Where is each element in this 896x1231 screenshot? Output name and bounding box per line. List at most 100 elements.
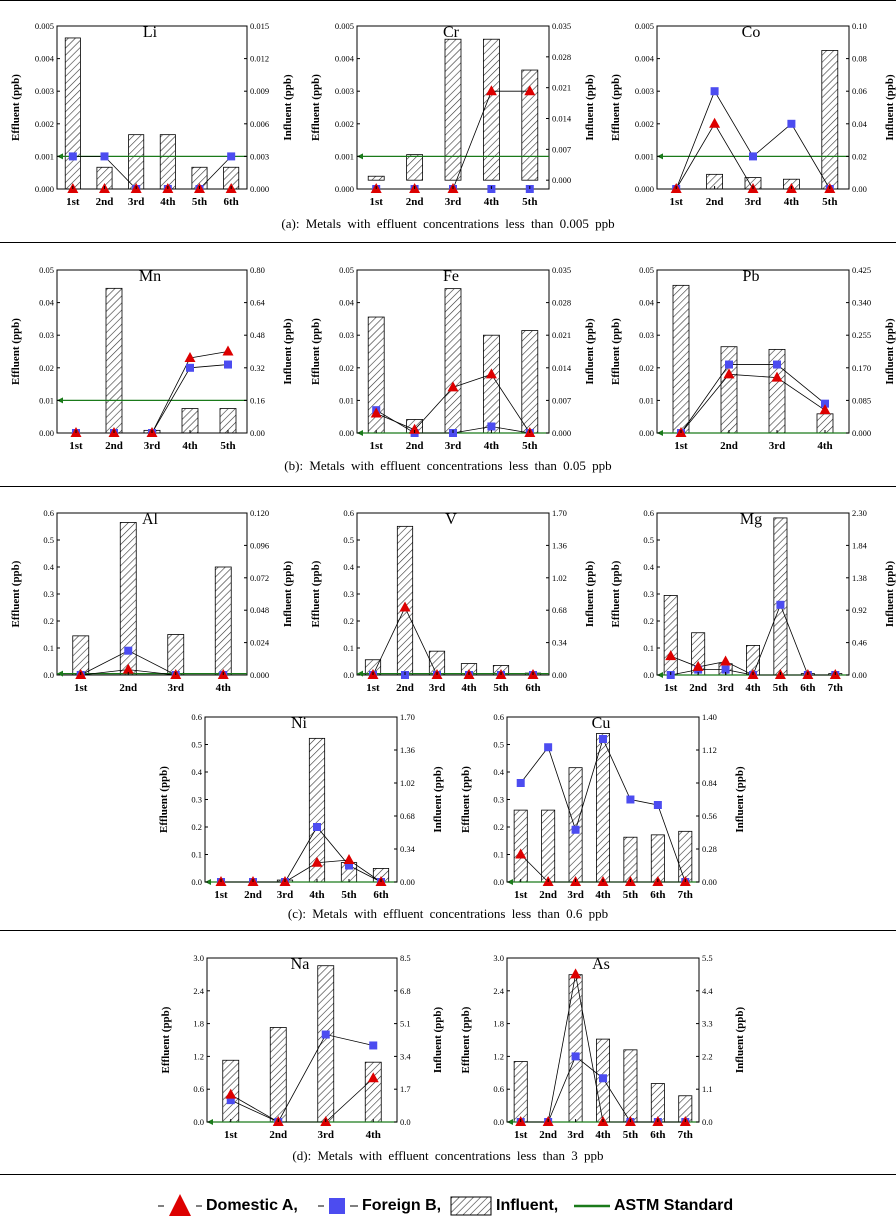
y2-tick-label: 1.7 — [400, 1084, 411, 1094]
y-axis-label: Effluent (ppb) — [460, 766, 472, 833]
y2-axis-label: Influent (ppb) — [282, 74, 294, 141]
y-tick-label: 0.003 — [335, 86, 354, 96]
domestic-point — [222, 345, 234, 356]
x-tick-label: 3rd — [445, 196, 462, 208]
y2-axis-label: Influent (ppb) — [432, 766, 444, 833]
x-tick-label: 2nd — [119, 682, 137, 694]
y-tick-label: 0.05 — [339, 265, 354, 275]
y-tick-label: 0.1 — [343, 643, 354, 653]
domestic-point — [447, 381, 459, 392]
y-tick-label: 0.4 — [343, 562, 354, 572]
y-tick-label: 0.4 — [493, 767, 504, 777]
y-tick-label: 0.0 — [643, 670, 654, 680]
x-tick-label: 5th — [522, 440, 537, 452]
y-tick-label: 2.4 — [493, 986, 504, 996]
astm-arrow — [357, 670, 363, 677]
influent-bar — [406, 154, 424, 181]
x-tick-label: 2nd — [406, 196, 424, 208]
x-tick-label: 3rd — [318, 1129, 335, 1141]
y-tick-label: 0.002 — [635, 119, 654, 129]
x-tick-label: 6th — [224, 196, 239, 208]
x-tick-label: 1st — [369, 196, 383, 208]
chart-title: Cu — [592, 715, 611, 732]
y2-tick-label: 0.021 — [552, 330, 571, 340]
y-tick-label: 0.01 — [639, 395, 654, 405]
plot-frame — [204, 716, 398, 883]
y2-tick-label: 0.000 — [250, 670, 269, 680]
y2-tick-label: 3.3 — [702, 1019, 713, 1029]
y2-tick-label: 0.46 — [852, 638, 867, 648]
y-axis-label: Effluent (ppb) — [10, 560, 22, 627]
x-tick-label: 4th — [595, 1129, 610, 1141]
y-tick-label: 0.004 — [635, 54, 655, 64]
domestic-point — [399, 601, 411, 612]
chart-li: 0.000 0.001 0.002 0.003 0.004 0.005 0.000 0.003… — [10, 21, 294, 208]
x-tick-label: 1st — [224, 1129, 238, 1141]
x-tick-label: 5th — [522, 196, 537, 208]
y-tick-label: 0.1 — [43, 643, 54, 653]
y-axis-label: Effluent (ppb) — [610, 318, 622, 385]
y2-axis-label: Influent (ppb) — [884, 74, 896, 141]
y2-axis-label: Influent (ppb) — [584, 318, 596, 385]
domestic-point — [225, 1088, 237, 1099]
x-tick-label: 5th — [192, 196, 207, 208]
y2-tick-label: 0.32 — [250, 363, 265, 373]
legend-influent: Influent, — [450, 1192, 558, 1220]
domestic-line — [76, 351, 229, 434]
x-tick-label: 7th — [678, 889, 693, 901]
domestic-point — [570, 968, 582, 979]
y2-axis-label: Influent (ppb) — [432, 1006, 444, 1073]
y-tick-label: 0.2 — [343, 616, 354, 626]
astm-arrow — [57, 670, 63, 677]
influent-bar — [650, 834, 665, 883]
x-tick-label: 5th — [773, 682, 788, 694]
chart-title: Fe — [443, 268, 459, 285]
divider-bottom — [0, 1174, 896, 1175]
x-tick-label: 2nd — [689, 682, 707, 694]
legend: Domestic A, Foreign B, Influent, ASTM St… — [0, 1192, 896, 1222]
foreign-point — [124, 646, 133, 655]
legend-astm: ASTM Standard — [574, 1192, 733, 1220]
y-tick-label: 0.0 — [193, 1117, 204, 1127]
y2-tick-label: 1.36 — [400, 745, 415, 755]
y-tick-label: 0.3 — [191, 795, 202, 805]
y-tick-label: 0.0 — [43, 670, 54, 680]
y-tick-label: 3.0 — [493, 953, 504, 963]
x-tick-label: 3rd — [277, 889, 294, 901]
x-tick-label: 5th — [493, 682, 508, 694]
y-tick-label: 0.003 — [635, 86, 654, 96]
y-tick-label: 0.03 — [339, 330, 354, 340]
chart-title: Mn — [139, 268, 161, 285]
y-tick-label: 0.3 — [493, 795, 504, 805]
y2-tick-label: 1.70 — [400, 712, 415, 722]
domestic-point — [515, 848, 527, 859]
y-tick-label: 0.3 — [643, 589, 654, 599]
domestic-point — [692, 660, 704, 671]
y-tick-label: 0.000 — [35, 184, 54, 194]
y-tick-label: 0.03 — [39, 330, 54, 340]
domestic-line — [230, 1077, 374, 1123]
y-axis-label: Effluent (ppb) — [160, 1006, 172, 1073]
y2-tick-label: 0.120 — [250, 508, 269, 518]
chart-title: As — [592, 956, 610, 973]
y2-tick-label: 0.28 — [702, 844, 717, 854]
foreign-point — [571, 1052, 580, 1061]
y2-tick-label: 1.02 — [400, 778, 415, 788]
x-tick-label: 2nd — [269, 1129, 287, 1141]
foreign-point — [776, 600, 785, 609]
y-axis-label: Effluent (ppb) — [460, 1006, 472, 1073]
chart-cr: 0.000 0.001 0.002 0.003 0.004 0.005 0.000 0.007… — [310, 21, 596, 208]
y2-tick-label: 0.92 — [852, 605, 867, 615]
y-tick-label: 0.00 — [39, 428, 54, 438]
chart-title: Al — [142, 511, 159, 528]
y2-axis-label: Influent (ppb) — [584, 560, 596, 627]
plot-frame — [356, 512, 550, 676]
caption-a: (a): Metals with effluent concentrations… — [281, 216, 615, 231]
chart-title: Ni — [291, 715, 308, 732]
x-tick-label: 5th — [220, 440, 235, 452]
y-tick-label: 0.3 — [43, 589, 54, 599]
y2-tick-label: 0.06 — [852, 86, 867, 96]
y-tick-label: 0.6 — [643, 508, 654, 518]
